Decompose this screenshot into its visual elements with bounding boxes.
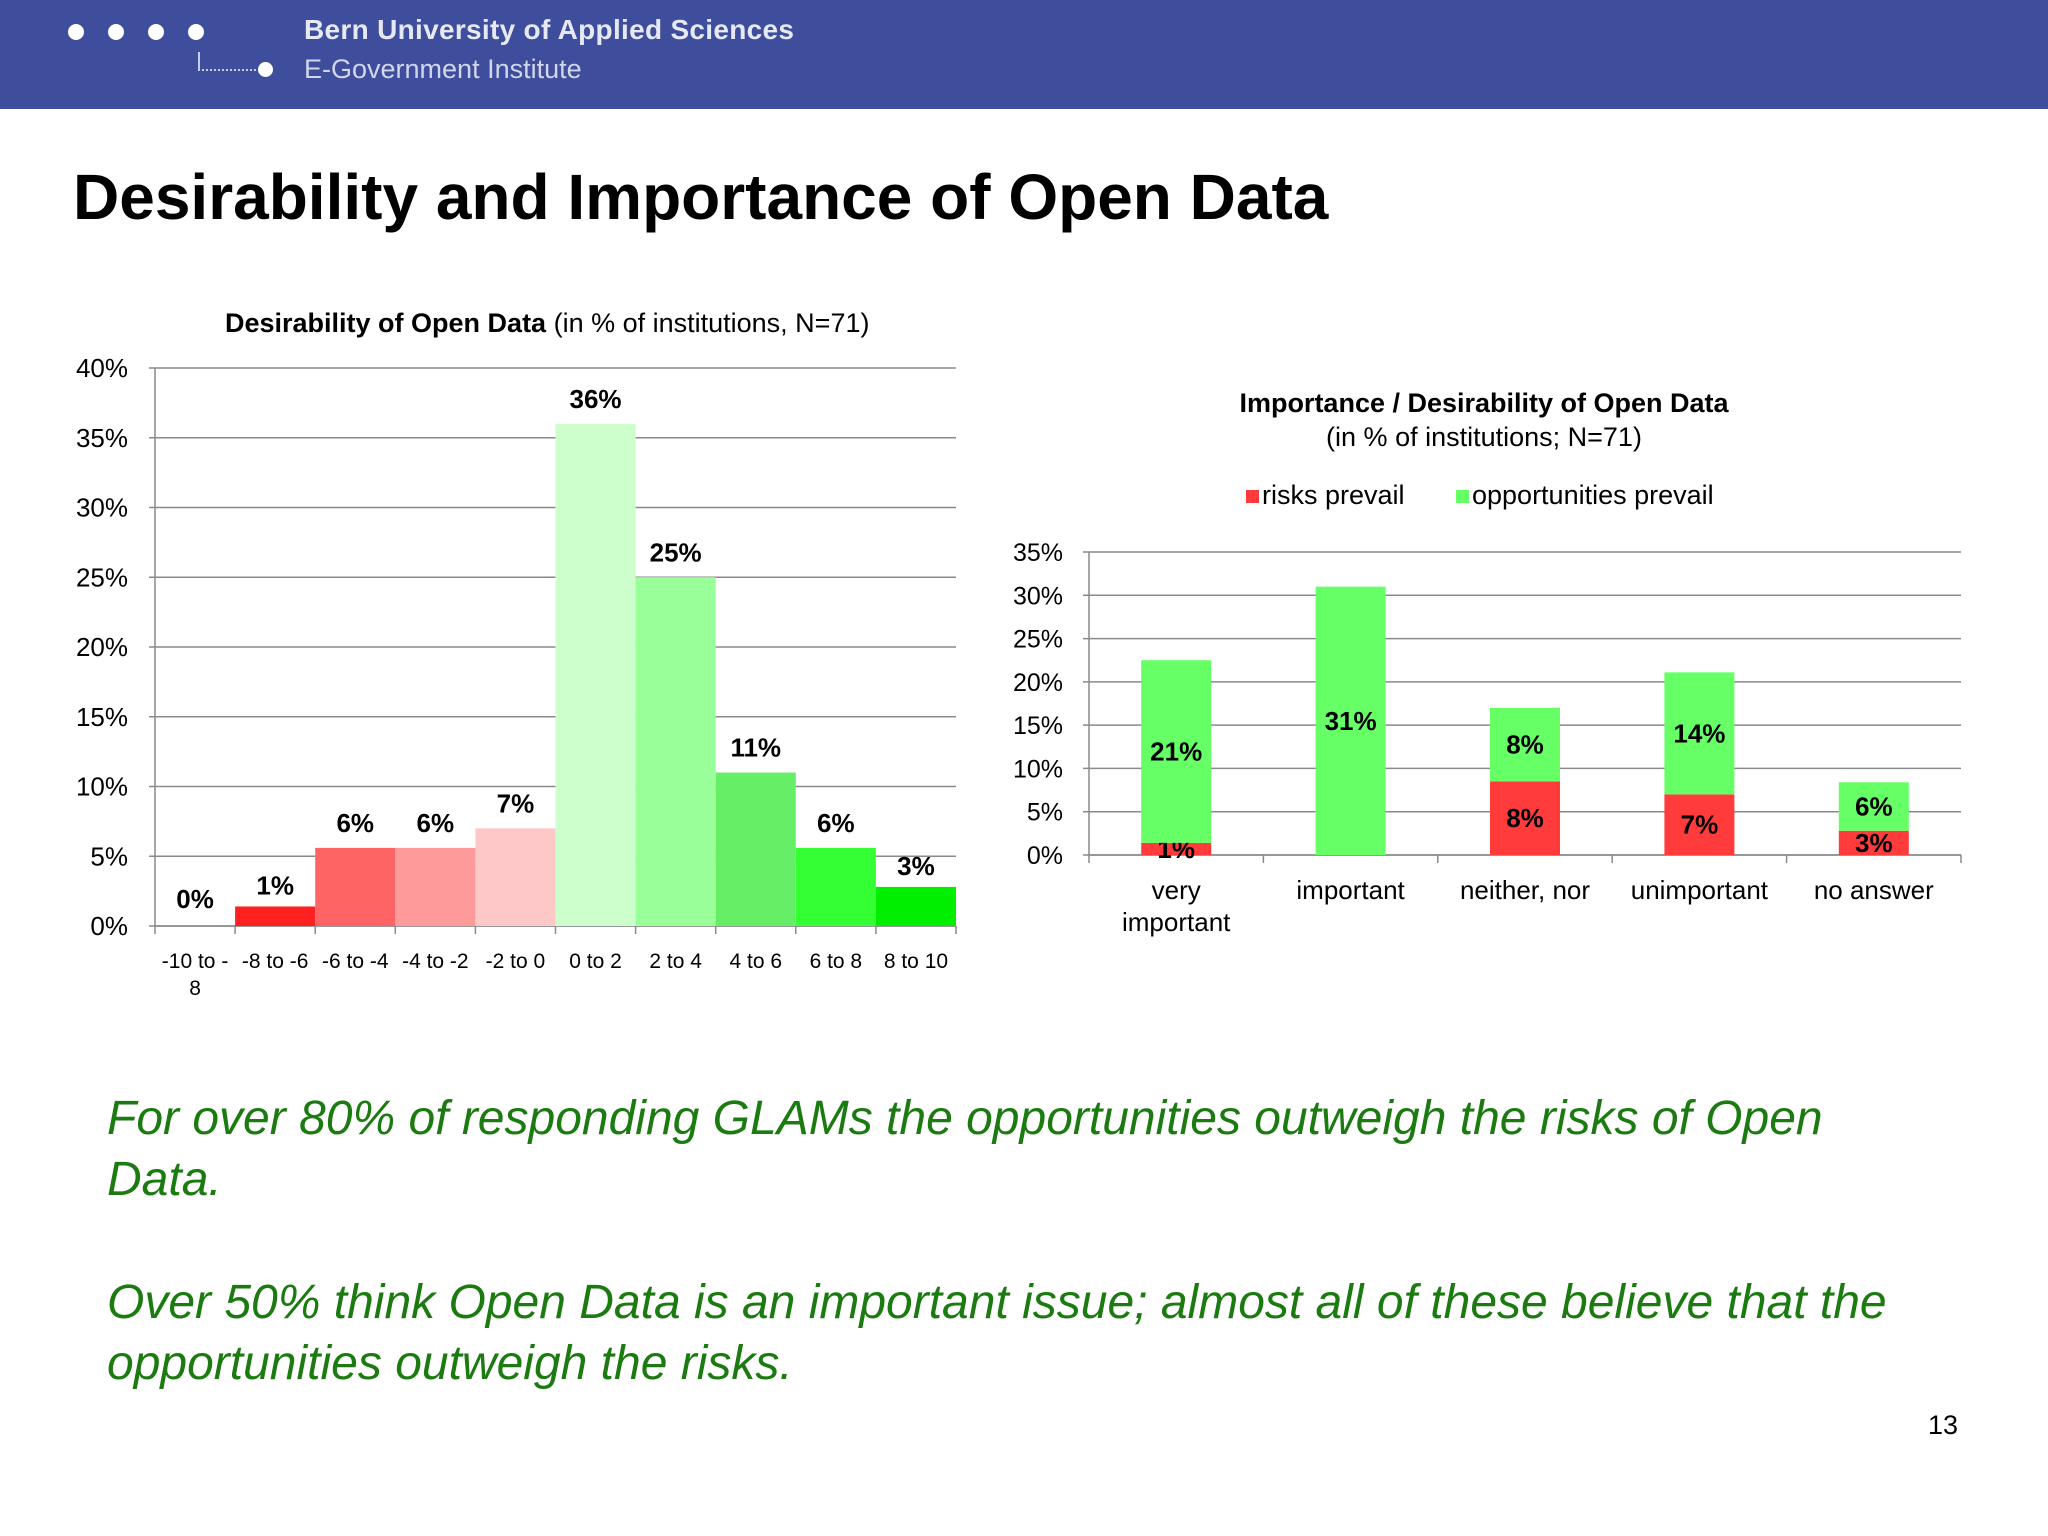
bar-segment [1490, 707, 1560, 782]
bar [315, 847, 396, 926]
legend-swatch [1246, 490, 1259, 503]
bar [715, 772, 796, 926]
y-tick-label: 25% [76, 562, 128, 592]
data-label: 6% [1855, 792, 1893, 822]
x-tick-label: 2 to 4 [649, 950, 702, 973]
y-tick-label: 0% [1027, 842, 1063, 870]
bar [635, 577, 716, 926]
x-tick-label: -4 to -2 [402, 950, 469, 973]
x-tick-label: 8 to 10 [884, 950, 948, 973]
y-tick-label: 20% [1013, 669, 1063, 697]
bar [875, 886, 956, 926]
y-tick-label: 15% [76, 702, 128, 732]
data-label: 11% [730, 733, 781, 763]
y-tick-label: 5% [1027, 799, 1063, 827]
y-tick-label: 30% [1013, 582, 1063, 610]
legend-label: opportunities prevail [1472, 480, 1714, 510]
importance-chart: Importance / Desirability of Open Data (i… [1013, 388, 1962, 937]
y-tick-label: 30% [76, 493, 128, 523]
data-label: 3% [897, 851, 935, 881]
bar-segment [1315, 586, 1386, 855]
x-tick-label: -8 to -6 [242, 950, 309, 973]
x-tick-label: no answer [1814, 875, 1934, 905]
data-label: 6% [417, 808, 455, 838]
bar [555, 423, 636, 926]
data-label: 21% [1150, 737, 1202, 767]
logo-dot-icon [68, 24, 84, 40]
bar-segment [1664, 794, 1735, 855]
y-tick-label: 0% [90, 911, 128, 941]
logo-dot-icon [108, 24, 124, 40]
university-name: Bern University of Applied Sciences [304, 14, 795, 45]
y-tick-label: 15% [1013, 712, 1063, 740]
x-tick-label: -2 to 0 [486, 950, 546, 973]
y-tick-label: 35% [1013, 539, 1063, 567]
legend-swatch [1456, 490, 1469, 503]
data-label: 31% [1325, 706, 1377, 736]
y-tick-label: 10% [1013, 755, 1063, 783]
bar [475, 828, 556, 926]
data-label: 7% [497, 788, 535, 818]
data-label: 36% [570, 384, 622, 414]
data-label: 14% [1673, 718, 1725, 748]
x-tick-label: -10 to -8 [162, 950, 229, 1000]
bar-segment [1838, 782, 1909, 831]
data-label: 6% [336, 808, 374, 838]
data-label: 3% [1855, 828, 1893, 858]
data-label: 7% [1681, 810, 1719, 840]
data-label: 0% [176, 884, 214, 914]
y-tick-label: 25% [1013, 626, 1063, 654]
x-tick-label: very important [1122, 875, 1231, 937]
page-number: 13 [1928, 1410, 1959, 1440]
bar-segment [1664, 672, 1735, 795]
data-label: 6% [817, 808, 855, 838]
logo-connector [198, 52, 200, 70]
summary-opportunities: For over 80% of responding GLAMs the opp… [107, 1092, 1823, 1206]
bar-segment [1141, 842, 1212, 855]
data-label: 25% [650, 537, 702, 567]
x-tick-label: important [1296, 875, 1405, 905]
y-tick-label: 5% [90, 841, 128, 871]
data-label: 8% [1506, 803, 1544, 833]
bar [795, 847, 876, 926]
y-tick-label: 20% [76, 632, 128, 662]
y-tick-label: 35% [76, 423, 128, 453]
bar [395, 847, 476, 926]
x-tick-label: 0 to 2 [569, 950, 622, 973]
x-tick-label: unimportant [1631, 875, 1769, 905]
x-tick-label: -6 to -4 [322, 950, 389, 973]
bar-segment [1141, 660, 1212, 843]
logo-connector [198, 69, 260, 71]
logo-dot-icon [188, 24, 204, 40]
bar-segment [1490, 781, 1560, 855]
summary-importance: Over 50% think Open Data is an important… [107, 1276, 1887, 1390]
legend-label: risks prevail [1262, 480, 1405, 510]
header-band: Bern University of Applied Sciences E-Go… [0, 0, 2048, 109]
institute-name: E-Government Institute [304, 54, 582, 84]
chart-title: Desirability of Open Data (in % of insti… [225, 308, 869, 338]
y-tick-label: 40% [76, 353, 128, 383]
y-tick-label: 10% [76, 772, 128, 802]
logo-dot-icon [148, 24, 164, 40]
desirability-chart: Desirability of Open Data (in % of insti… [76, 308, 957, 1000]
bar [235, 906, 316, 926]
data-label: 8% [1506, 730, 1544, 760]
x-tick-label: 6 to 8 [810, 950, 863, 973]
x-tick-label: 4 to 6 [729, 950, 782, 973]
logo-dot-icon [258, 62, 273, 77]
x-tick-label: neither, nor [1460, 875, 1590, 905]
chart-title: Importance / Desirability of Open Data [1239, 388, 1729, 418]
slide-title: Desirability and Importance of Open Data [73, 161, 1329, 233]
bar-segment [1838, 830, 1909, 855]
data-label: 1% [256, 870, 294, 900]
chart-subtitle: (in % of institutions; N=71) [1326, 422, 1642, 452]
